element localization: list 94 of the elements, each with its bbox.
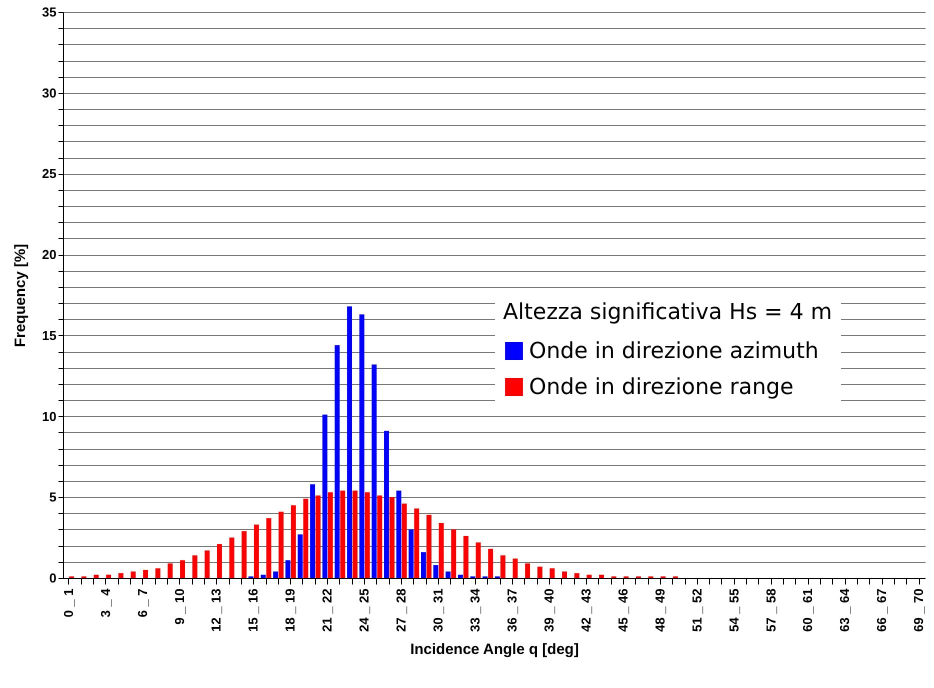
bar: [340, 490, 346, 578]
bar: [310, 484, 316, 578]
bar: [402, 504, 407, 578]
x-tick-label: 36 _ 37: [504, 588, 520, 632]
bar: [488, 548, 494, 578]
bar: [364, 492, 370, 578]
x-tick-label: 51 _ 52: [689, 588, 704, 632]
x-tick-label: 18 _ 19: [282, 588, 298, 632]
bar: [229, 538, 234, 578]
x-tick-label: 42 _ 43: [578, 588, 594, 632]
bar: [328, 492, 333, 578]
bar: [347, 306, 352, 578]
bar: [155, 568, 160, 578]
bar: [476, 542, 481, 578]
legend-title: Altezza significativa Hs = 4 m: [503, 300, 832, 325]
legend-label: Onde in direzione range: [529, 375, 794, 400]
y-tick-label: 0: [49, 570, 56, 586]
bar: [420, 552, 426, 578]
x-tick-label: 9 _ 10: [172, 588, 187, 625]
x-tick-label: 39 _ 40: [541, 588, 556, 632]
x-tick-label: 63 _ 64: [837, 588, 852, 632]
y-tick-label: 30: [42, 85, 56, 100]
x-tick-label: 15 _ 16: [246, 588, 261, 632]
bar: [290, 505, 296, 578]
x-axis-title: Incidence Angle q [deg]: [410, 640, 579, 658]
bar: [599, 574, 604, 578]
y-axis-title: Frequency [%]: [12, 244, 30, 348]
bar: [334, 345, 340, 578]
legend-label: Onde in direzione azimuth: [529, 339, 819, 364]
x-tick-label: 3 _ 4: [98, 588, 113, 618]
x-tick-label: 27 _ 28: [394, 588, 409, 632]
bar: [574, 573, 580, 578]
bar: [525, 563, 530, 578]
x-tick-label: 69 _ 70: [911, 588, 926, 632]
bar: [384, 430, 389, 578]
bar: [438, 523, 444, 578]
bar: [143, 570, 148, 578]
y-tick-label: 15: [42, 328, 56, 343]
y-tick-label: 25: [42, 166, 56, 182]
x-tick-label: 48 _ 49: [652, 588, 668, 632]
bar: [322, 414, 328, 578]
y-tick-label: 5: [49, 490, 56, 505]
x-tick-label: 60 _ 61: [800, 588, 816, 632]
bar: [217, 544, 222, 578]
x-tick-label: 21 _ 22: [320, 588, 335, 632]
y-tick-label: 10: [42, 408, 56, 424]
bar: [390, 497, 394, 578]
bar: [130, 572, 136, 578]
bar: [377, 496, 382, 578]
x-tick-label: 30 _ 31: [430, 588, 446, 632]
x-tick-label: 12 _ 13: [208, 588, 224, 632]
bar: [512, 558, 518, 578]
bar: [537, 566, 542, 578]
x-tick-label: 33 _ 34: [468, 588, 483, 632]
bar: [458, 574, 463, 578]
bar: [446, 572, 451, 578]
x-tick-label: 24 _ 25: [356, 588, 372, 632]
x-tick-label: 57 _ 58: [763, 588, 778, 632]
bar: [316, 496, 321, 578]
bar: [562, 572, 568, 578]
bar: [298, 534, 303, 578]
bar: [586, 574, 592, 578]
y-tick-label: 35: [42, 4, 56, 20]
bar: [433, 565, 438, 578]
bar: [273, 572, 278, 578]
bar: [242, 531, 247, 578]
bar: [254, 524, 259, 578]
bar: [372, 364, 377, 578]
bar: [408, 529, 414, 578]
bar: [168, 563, 173, 578]
x-tick-label: 0 _ 1: [60, 588, 76, 618]
x-tick-label: 6 _ 7: [134, 588, 150, 618]
bar: [285, 560, 290, 578]
bar: [463, 536, 468, 578]
bar: [500, 555, 506, 578]
bar: [106, 574, 112, 578]
bar: [451, 529, 456, 578]
x-tick-label: 66 _ 67: [874, 588, 890, 632]
bar: [180, 560, 185, 578]
bar: [414, 508, 420, 578]
bar: [303, 498, 308, 578]
bar: [550, 568, 555, 578]
x-tick-label: 45 _ 46: [615, 588, 630, 632]
bar: [266, 518, 272, 578]
x-tick-label: 54 _ 55: [726, 588, 742, 632]
bar: [352, 490, 358, 578]
bar: [359, 314, 364, 578]
bar: [426, 514, 432, 578]
bar: [204, 550, 210, 578]
bar: [278, 512, 284, 578]
bar: [118, 573, 124, 578]
y-tick-label: 20: [42, 247, 56, 262]
bar: [396, 490, 402, 578]
bar: [192, 555, 198, 578]
